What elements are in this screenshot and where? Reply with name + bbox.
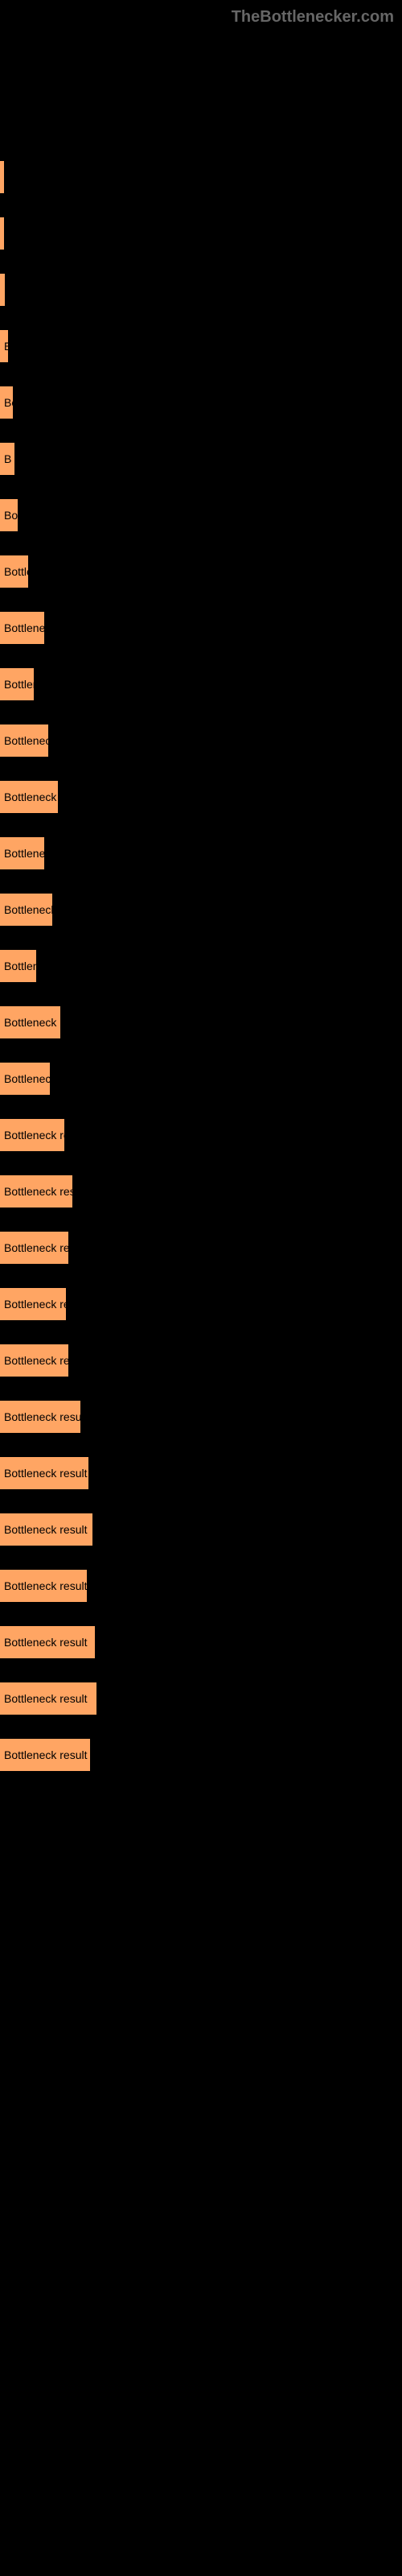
bar-row: Bottleneck result bbox=[0, 1626, 402, 1658]
bar-row: Bottleneck res bbox=[0, 1063, 402, 1095]
chart-bar: E bbox=[0, 330, 8, 362]
chart-bar: Bottleneck result bbox=[0, 1119, 64, 1151]
chart-bar: Bottlen bbox=[0, 555, 28, 588]
bar-row: Bottleneck result bbox=[0, 1682, 402, 1715]
chart-bar bbox=[0, 217, 4, 250]
bar-label: | bbox=[4, 283, 5, 296]
chart-bar: Bottleneck result bbox=[0, 1739, 90, 1771]
chart-bar: Bottleneck res bbox=[0, 1063, 50, 1095]
bar-label: B bbox=[4, 452, 11, 465]
bar-label: Bottleneck result bbox=[4, 1016, 60, 1029]
bar-label: Bo bbox=[4, 509, 18, 522]
bar-row: Bottleneck bbox=[0, 950, 402, 982]
bar-row bbox=[0, 161, 402, 193]
bar-row: Bottleneck result bbox=[0, 1401, 402, 1433]
bar-row: Bottleneck result bbox=[0, 1739, 402, 1771]
bar-label: Bottleneck re bbox=[4, 847, 44, 860]
bar-label: Bottleneck result bbox=[4, 1410, 80, 1423]
chart-bar: Bottleneck result bbox=[0, 1232, 68, 1264]
chart-bar: Bottleneck result bbox=[0, 1457, 88, 1489]
chart-bar: Bottleneck result bbox=[0, 1288, 66, 1320]
chart-bar: | bbox=[0, 274, 5, 306]
chart-bar: Bottlenec bbox=[0, 668, 34, 700]
bar-row bbox=[0, 217, 402, 250]
chart-container: | E Bo B Bo Bottlen Bottleneck r Bottlenec Bottl… bbox=[0, 0, 402, 1771]
bar-label: Bottleneck bbox=[4, 960, 36, 972]
bar-label: Bottleneck result bbox=[4, 1579, 87, 1592]
bar-row: Bottleneck res bbox=[0, 724, 402, 757]
bar-label: Bottlenec bbox=[4, 678, 34, 691]
chart-bar: Bottleneck result bbox=[0, 1682, 96, 1715]
bar-row: Bottleneck result bbox=[0, 1119, 402, 1151]
bar-row: Bottleneck result bbox=[0, 1457, 402, 1489]
chart-bar: Bottleneck r bbox=[0, 612, 44, 644]
bar-label: Bottleneck result bbox=[4, 1185, 72, 1198]
chart-bar: Bottleneck result bbox=[0, 781, 58, 813]
bar-label: Bottleneck res bbox=[4, 1072, 50, 1085]
chart-bar: Bo bbox=[0, 499, 18, 531]
bar-row: Bo bbox=[0, 499, 402, 531]
bar-label: Bottlen bbox=[4, 565, 28, 578]
chart-bar: Bottleneck result bbox=[0, 1006, 60, 1038]
watermark-text: TheBottlenecker.com bbox=[232, 8, 394, 27]
bar-row: Bottleneck result bbox=[0, 1288, 402, 1320]
bar-label: Bottleneck result bbox=[4, 1354, 68, 1367]
chart-bar: Bottleneck result bbox=[0, 1401, 80, 1433]
bar-row: Bottlenec bbox=[0, 668, 402, 700]
bar-label: Bottleneck result bbox=[4, 1636, 88, 1649]
chart-bar: Bottleneck result bbox=[0, 1513, 92, 1546]
chart-bar: B bbox=[0, 443, 14, 475]
bar-label: Bottleneck result bbox=[4, 1298, 66, 1311]
bar-label: Bottleneck result bbox=[4, 1241, 68, 1254]
bar-row: E bbox=[0, 330, 402, 362]
bar-row: Bottleneck result bbox=[0, 1570, 402, 1602]
chart-bar: Bottleneck res bbox=[0, 724, 48, 757]
bar-label: Bottleneck res bbox=[4, 734, 48, 747]
chart-bar: Bottleneck bbox=[0, 950, 36, 982]
bar-label: Bottleneck resu bbox=[4, 903, 52, 916]
chart-bar: Bottleneck resu bbox=[0, 894, 52, 926]
bar-row: Bottleneck result bbox=[0, 1175, 402, 1208]
bar-row: Bottleneck result bbox=[0, 1513, 402, 1546]
chart-bar: Bottleneck result bbox=[0, 1175, 72, 1208]
bar-label: Bottleneck result bbox=[4, 791, 58, 803]
chart-bar: Bottleneck result bbox=[0, 1626, 95, 1658]
bar-row: Bottleneck result bbox=[0, 781, 402, 813]
bar-label: E bbox=[4, 340, 8, 353]
bar-label: Bottleneck result bbox=[4, 1692, 88, 1705]
chart-bar: Bo bbox=[0, 386, 13, 419]
bar-row: Bottleneck result bbox=[0, 1006, 402, 1038]
bar-label: Bo bbox=[4, 396, 13, 409]
bar-row: Bottleneck re bbox=[0, 837, 402, 869]
bar-row: Bo bbox=[0, 386, 402, 419]
bar-label: Bottleneck r bbox=[4, 621, 44, 634]
bar-label: Bottleneck result bbox=[4, 1523, 88, 1536]
bar-label: Bottleneck result bbox=[4, 1129, 64, 1141]
bar-label: Bottleneck result bbox=[4, 1748, 88, 1761]
bar-row: Bottleneck r bbox=[0, 612, 402, 644]
chart-bar: Bottleneck re bbox=[0, 837, 44, 869]
bar-row: Bottleneck result bbox=[0, 1232, 402, 1264]
bar-label: Bottleneck result bbox=[4, 1467, 88, 1480]
chart-bar: Bottleneck result bbox=[0, 1344, 68, 1377]
bar-row: B bbox=[0, 443, 402, 475]
bar-row: Bottleneck resu bbox=[0, 894, 402, 926]
chart-bar: Bottleneck result bbox=[0, 1570, 87, 1602]
bar-row: Bottleneck result bbox=[0, 1344, 402, 1377]
bar-row: | bbox=[0, 274, 402, 306]
bar-row: Bottlen bbox=[0, 555, 402, 588]
chart-bar bbox=[0, 161, 4, 193]
